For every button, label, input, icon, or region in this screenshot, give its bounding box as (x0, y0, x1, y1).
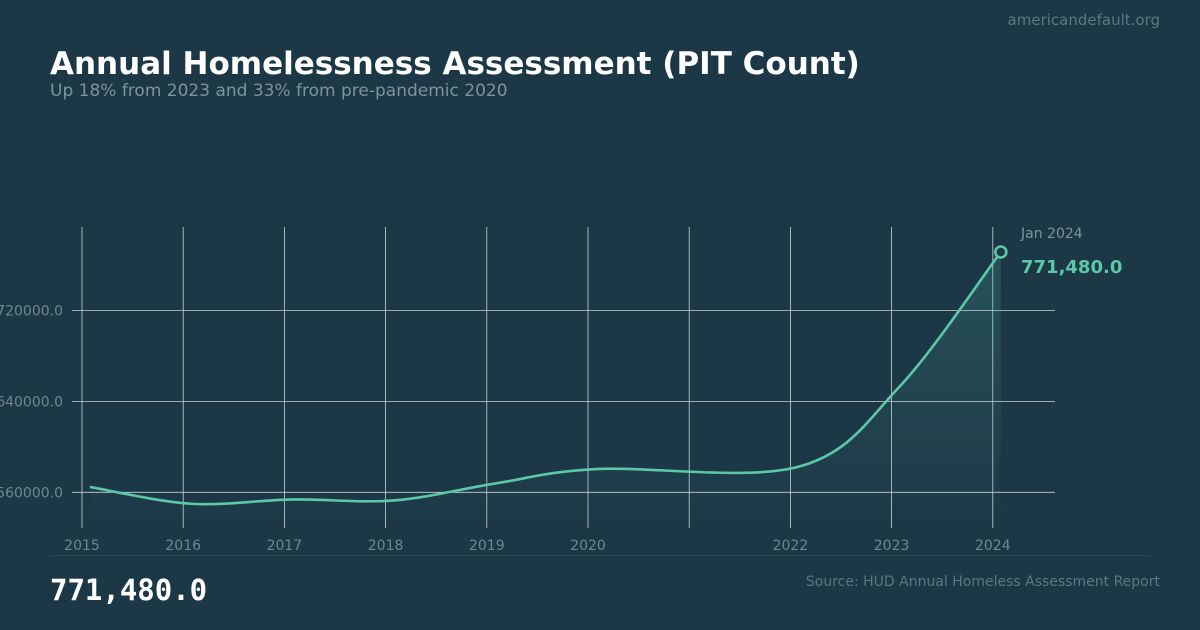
x-tick-label: 2016 (165, 538, 201, 554)
y-tick-label: 560000.0 (0, 485, 63, 501)
annotation-value: 771,480.0 (1021, 257, 1122, 278)
endpoint-marker (993, 245, 1008, 259)
x-tick-label: 2020 (570, 538, 606, 554)
x-tick-label: 2024 (975, 538, 1011, 554)
area-fill (90, 252, 1001, 528)
x-tick-label: 2022 (773, 538, 809, 554)
annotation-label: Jan 2024 (1020, 226, 1083, 242)
footer-divider (50, 555, 1150, 556)
x-tick-label: 2023 (874, 538, 910, 554)
chart-title: Annual Homelessness Assessment (PIT Coun… (50, 46, 860, 82)
site-watermark: americandefault.org (1007, 11, 1160, 29)
x-tick-label: 2017 (267, 538, 303, 554)
headline-value: 771,480.0 (50, 573, 208, 607)
x-tick-label: 2019 (469, 538, 505, 554)
chart-subtitle: Up 18% from 2023 and 33% from pre-pandem… (50, 81, 508, 101)
x-tick-label: 2018 (368, 538, 404, 554)
series-line (89, 251, 1002, 506)
y-tick-label: 720000.0 (0, 304, 63, 320)
x-tick-label: 2015 (64, 538, 100, 554)
y-tick-label: 640000.0 (0, 394, 63, 410)
source-note: Source: HUD Annual Homeless Assessment R… (805, 574, 1160, 590)
